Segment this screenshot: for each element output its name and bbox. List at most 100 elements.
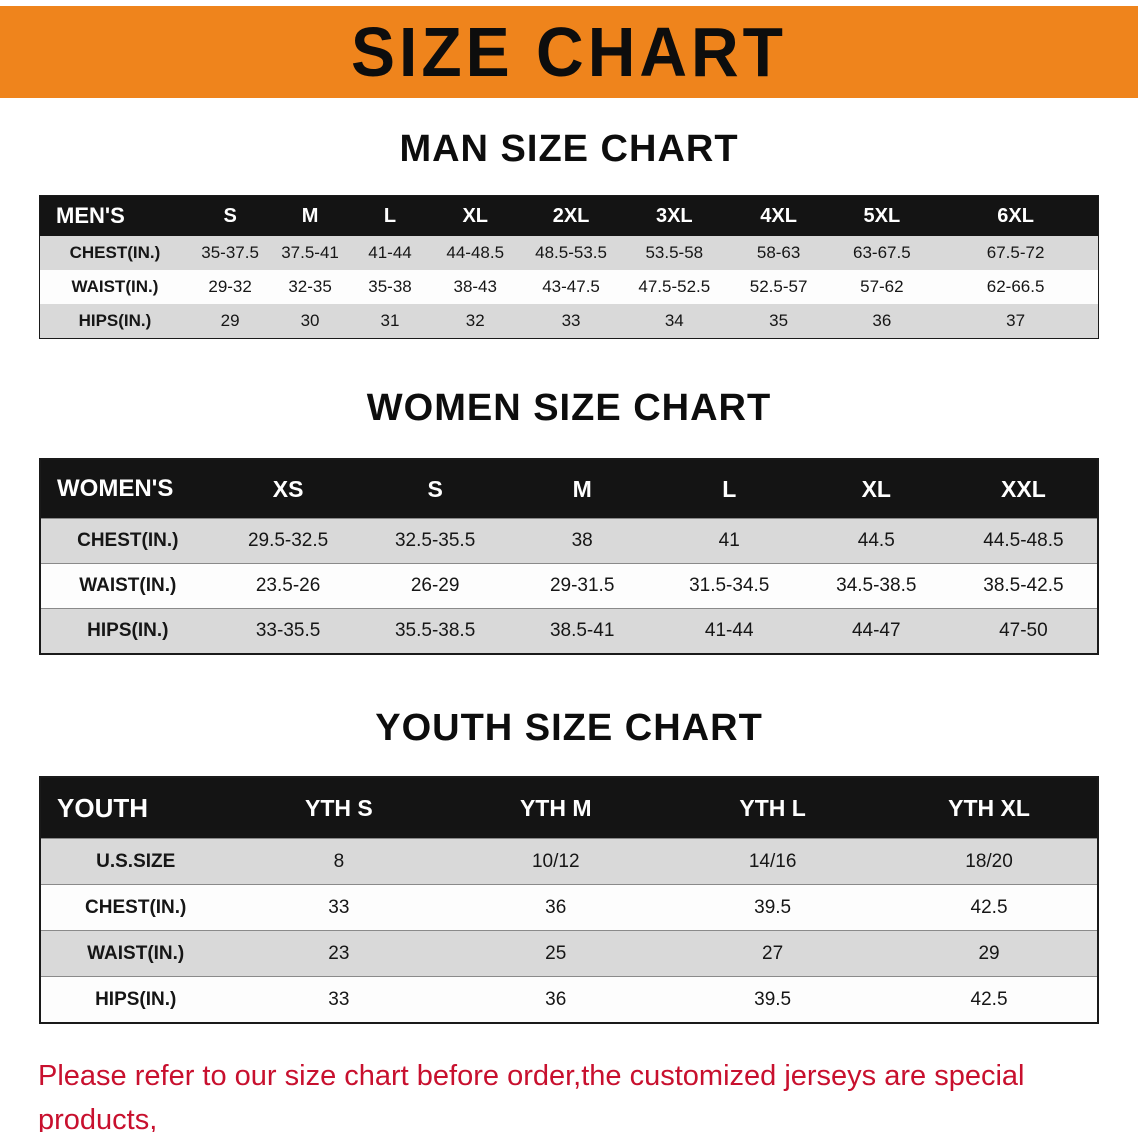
men-section-heading: MAN SIZE CHART bbox=[399, 128, 739, 170]
value-cell: 39.5 bbox=[754, 988, 792, 1010]
table-row: HIPS(IN.) 29 30 31 32 33 34 35 36 37 bbox=[39, 304, 1099, 339]
value-cell: 63-67.5 bbox=[853, 243, 911, 262]
value-cell: 33-35.5 bbox=[255, 620, 321, 641]
page-title: SIZE CHART bbox=[351, 13, 787, 91]
size-header-cell: M bbox=[270, 195, 350, 236]
value-cell: 32.5-35.5 bbox=[394, 530, 476, 551]
value-cell: 41 bbox=[718, 530, 740, 551]
table-title-cell: WOMEN'S bbox=[40, 459, 215, 519]
table-row: HIPS(IN.) 33-35.5 35.5-38.5 38.5-41 41-44 44-… bbox=[40, 608, 1098, 654]
youth-size-section: YOUTH SIZE CHART YOUTH YTH S YTH M YTH L YTH… bbox=[0, 707, 1138, 1024]
table-row: WAIST(IN.) 23 25 27 29 bbox=[40, 930, 1098, 977]
value-cell: 58-63 bbox=[756, 243, 801, 262]
table-row: WAIST(IN.) 23.5-26 26-29 29-31.5 31.5-34.5 34… bbox=[40, 563, 1098, 609]
charts-area: MAN SIZE CHART MEN'S S M L XL 2XL 3XL 4XL 5XL 6XL… bbox=[0, 128, 1138, 1024]
value-cell: 29-31.5 bbox=[549, 575, 615, 596]
value-cell: 36 bbox=[545, 896, 567, 918]
value-cell: 36 bbox=[872, 311, 892, 330]
row-label-cell: HIPS(IN.) bbox=[95, 988, 177, 1010]
size-header-cell: S bbox=[361, 459, 509, 519]
row-label-cell: HIPS(IN.) bbox=[87, 620, 169, 641]
table-row: WAIST(IN.) 29-32 32-35 35-38 38-43 43-47.5 47.… bbox=[39, 270, 1099, 304]
row-label-cell: HIPS(IN.) bbox=[78, 311, 152, 330]
size-header-cell: 5XL bbox=[830, 195, 934, 236]
value-cell: 35-38 bbox=[368, 277, 412, 296]
size-header-cell: YTH S bbox=[230, 777, 448, 839]
value-cell: 34.5-38.5 bbox=[836, 575, 917, 596]
value-cell: 47.5-52.5 bbox=[638, 277, 711, 296]
table-header-row: YOUTH YTH S YTH M YTH L YTH XL bbox=[40, 777, 1098, 839]
size-header-cell: L bbox=[349, 195, 431, 236]
value-cell: 44-47 bbox=[851, 620, 901, 641]
value-cell: 29 bbox=[978, 942, 1000, 964]
size-header-cell: XL bbox=[430, 195, 521, 236]
value-cell: 8 bbox=[333, 850, 345, 872]
women-size-table: WOMEN'S XS S M L XL XXL CHEST(IN.) 29.5-32.5 32.5… bbox=[39, 458, 1099, 655]
value-cell: 38 bbox=[571, 530, 593, 551]
row-label-cell: CHEST(IN.) bbox=[85, 896, 187, 918]
value-cell: 14/16 bbox=[748, 850, 797, 872]
size-header-cell: M bbox=[508, 459, 656, 519]
table-row: CHEST(IN.) 35-37.5 37.5-41 41-44 44-48.5 48.5… bbox=[39, 236, 1099, 270]
size-header-cell: 3XL bbox=[621, 195, 727, 236]
value-cell: 31.5-34.5 bbox=[689, 575, 770, 596]
size-header-cell: XXL bbox=[949, 459, 1098, 519]
size-header-cell: S bbox=[189, 195, 271, 236]
value-cell: 35-37.5 bbox=[201, 243, 259, 262]
value-cell: 43-47.5 bbox=[542, 277, 600, 296]
value-cell: 34 bbox=[664, 311, 684, 330]
value-cell: 33 bbox=[328, 896, 350, 918]
size-header-cell: YTH L bbox=[664, 777, 882, 839]
value-cell: 27 bbox=[762, 942, 784, 964]
value-cell: 42.5 bbox=[970, 988, 1008, 1010]
value-cell: 35.5-38.5 bbox=[394, 620, 476, 641]
value-cell: 44.5-48.5 bbox=[983, 530, 1064, 551]
size-header-cell: L bbox=[655, 459, 803, 519]
value-cell: 41-44 bbox=[704, 620, 754, 641]
value-cell: 31 bbox=[380, 311, 400, 330]
value-cell: 38.5-41 bbox=[549, 620, 615, 641]
value-cell: 30 bbox=[300, 311, 320, 330]
size-header-cell: 4XL bbox=[726, 195, 831, 236]
table-row: CHEST(IN.) 29.5-32.5 32.5-35.5 38 41 44.5 44.5… bbox=[40, 518, 1098, 564]
value-cell: 48.5-53.5 bbox=[535, 243, 607, 262]
value-cell: 57-62 bbox=[860, 277, 904, 296]
value-cell: 38.5-42.5 bbox=[983, 575, 1064, 596]
table-header-row: WOMEN'S XS S M L XL XXL bbox=[40, 459, 1098, 519]
size-header-cell: YTH XL bbox=[881, 777, 1098, 839]
value-cell: 53.5-58 bbox=[645, 243, 704, 262]
value-cell: 18/20 bbox=[965, 850, 1013, 872]
value-cell: 52.5-57 bbox=[749, 277, 808, 296]
value-cell: 29 bbox=[220, 311, 240, 330]
value-cell: 25 bbox=[545, 942, 567, 964]
size-header-cell: 6XL bbox=[933, 195, 1099, 236]
value-cell: 44.5 bbox=[857, 530, 895, 551]
value-cell: 10/12 bbox=[531, 850, 580, 872]
women-section-heading: WOMEN SIZE CHART bbox=[366, 387, 772, 429]
table-header-row: MEN'S S M L XL 2XL 3XL 4XL 5XL 6XL bbox=[39, 195, 1099, 236]
value-cell: 32-35 bbox=[288, 277, 332, 296]
row-label-cell: CHEST(IN.) bbox=[77, 530, 179, 551]
value-cell: 47-50 bbox=[999, 620, 1048, 641]
table-row: HIPS(IN.) 33 36 39.5 42.5 bbox=[40, 976, 1098, 1023]
value-cell: 35 bbox=[769, 311, 789, 330]
men-size-table: MEN'S S M L XL 2XL 3XL 4XL 5XL 6XL CHEST(IN.) 35-37… bbox=[39, 195, 1099, 339]
value-cell: 32 bbox=[465, 311, 485, 330]
value-cell: 23.5-26 bbox=[255, 575, 321, 596]
youth-size-table: YOUTH YTH S YTH M YTH L YTH XL U.S.SIZE 8 10/12… bbox=[39, 776, 1099, 1024]
value-cell: 38-43 bbox=[453, 277, 497, 296]
row-label-cell: WAIST(IN.) bbox=[71, 277, 159, 296]
row-label-cell: U.S.SIZE bbox=[96, 850, 176, 872]
value-cell: 33 bbox=[561, 311, 581, 330]
row-label-cell: WAIST(IN.) bbox=[79, 575, 177, 596]
size-header-cell: 2XL bbox=[520, 195, 622, 236]
value-cell: 29.5-32.5 bbox=[247, 530, 329, 551]
table-row: U.S.SIZE 8 10/12 14/16 18/20 bbox=[40, 838, 1098, 885]
value-cell: 23 bbox=[328, 942, 350, 964]
value-cell: 33 bbox=[328, 988, 350, 1010]
size-header-cell: XL bbox=[802, 459, 950, 519]
value-cell: 62-66.5 bbox=[986, 277, 1045, 296]
value-cell: 26-29 bbox=[410, 575, 460, 596]
row-label-cell: CHEST(IN.) bbox=[69, 243, 161, 262]
